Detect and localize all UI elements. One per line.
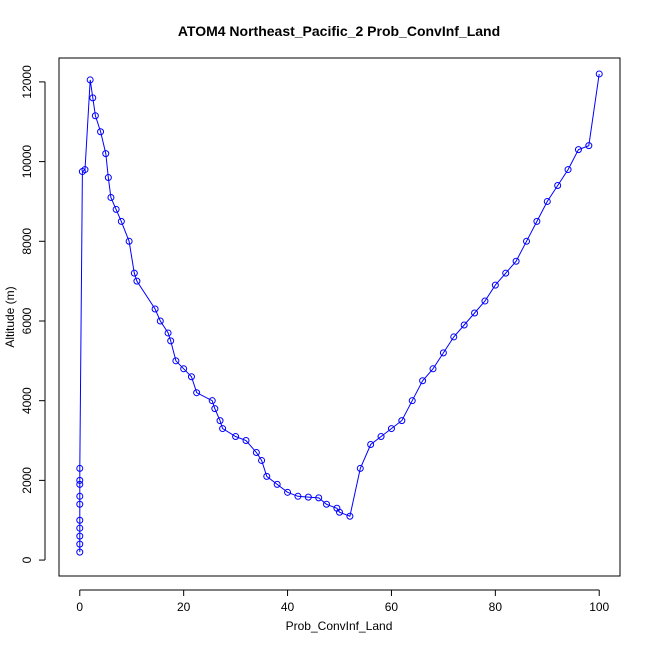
data-point [164,329,172,337]
x-axis-label: Prob_ConvInf_Land [286,619,393,633]
data-point [377,433,385,441]
data-point [167,337,175,345]
data-point [125,237,133,245]
x-tick-label: 40 [281,600,295,614]
data-point [172,357,180,365]
data-point [543,197,551,205]
data-point [112,205,120,213]
data-point [284,488,292,496]
series-lines [79,73,600,553]
data-point [133,277,141,285]
data-point [294,492,302,500]
data-point [232,433,240,441]
data-point [76,540,84,548]
data-point [151,305,159,313]
data-point [130,269,138,277]
data-point [273,480,281,488]
x-axis: 0 20 40 60 80 100 [76,589,610,614]
data-point [104,174,112,182]
data-point [242,437,250,445]
data-point [211,405,219,413]
data-point [258,456,266,464]
data-point [304,493,312,501]
data-point [564,166,572,174]
data-point [554,182,562,190]
chart-title: ATOM4 Northeast_Pacific_2 Prob_ConvInf_L… [178,23,500,39]
data-point [156,317,164,325]
data-point [107,193,115,201]
data-point [523,237,530,245]
plot-frame [58,57,621,577]
data-point [97,128,105,136]
y-tick-label: 12000 [20,65,34,99]
data-point [76,524,84,532]
data-point [408,397,416,405]
series-points [76,70,603,556]
data-point [76,500,84,508]
data-point [398,417,406,425]
data-point [117,217,125,225]
data-point [429,365,437,373]
data-point [315,494,323,502]
data-point [219,425,227,433]
data-point [450,333,458,341]
data-point [193,389,201,397]
x-tick-label: 80 [489,600,503,614]
data-point [460,321,468,329]
data-point [187,373,195,381]
data-point [356,464,364,472]
x-tick-label: 60 [385,600,399,614]
data-point [208,397,216,405]
data-point [481,297,489,305]
data-point [491,281,499,289]
y-tick-label: 2000 [20,467,34,494]
data-point [76,480,84,488]
data-point [76,548,84,556]
series-line [79,73,600,553]
data-point [252,448,260,456]
data-point [574,146,582,154]
data-point [76,492,84,500]
data-point [336,508,343,516]
data-point [512,257,520,265]
y-tick-label: 6000 [20,307,34,334]
y-tick-label: 0 [20,556,34,563]
x-tick-label: 100 [589,600,609,614]
data-point [102,150,110,158]
data-point [419,377,427,385]
data-point [471,309,479,317]
data-point [439,349,447,357]
data-point [76,532,84,540]
data-point [86,76,94,84]
y-tick-label: 8000 [20,228,34,255]
data-point [367,441,375,449]
data-point [180,365,188,373]
data-point [89,94,97,102]
y-tick-label: 4000 [20,387,34,414]
x-tick-label: 20 [177,600,191,614]
data-point [81,166,89,174]
data-point [91,112,99,120]
y-axis-label: Altitude (m) [3,286,17,347]
y-tick-label: 10000 [20,145,34,179]
y-axis: 0 2000 4000 6000 8000 10000 12000 [20,65,46,563]
data-point [533,217,541,225]
data-point [216,417,224,425]
data-point [387,425,395,433]
data-point [502,269,510,277]
data-point [76,464,84,472]
data-point [76,476,84,484]
data-point [585,142,593,150]
data-point [76,516,84,524]
data-point [595,70,603,78]
data-point [323,500,331,508]
data-point [346,512,354,520]
x-tick-label: 0 [76,600,83,614]
data-point [263,472,271,480]
